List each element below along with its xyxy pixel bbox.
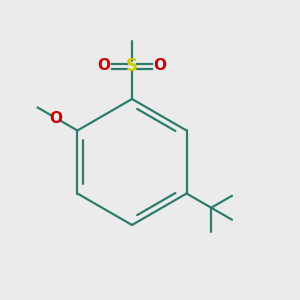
Text: O: O [97, 58, 110, 74]
Text: O: O [154, 58, 167, 74]
Text: O: O [50, 111, 63, 126]
Text: S: S [126, 57, 138, 75]
